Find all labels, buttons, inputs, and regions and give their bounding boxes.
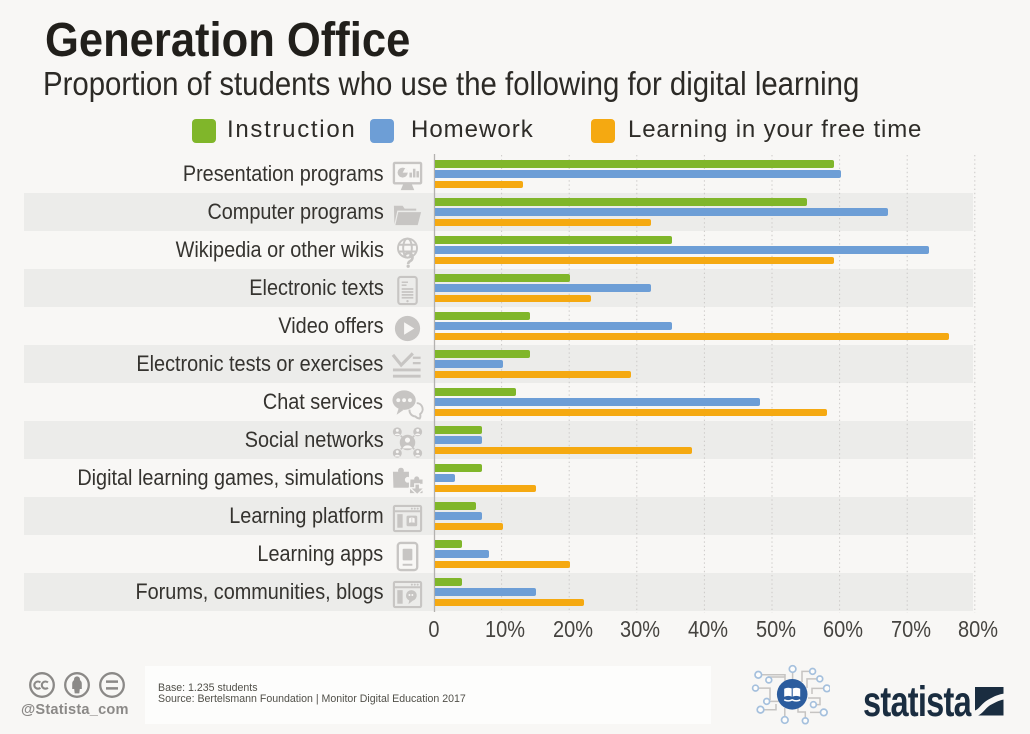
svg-text:statista: statista (863, 678, 973, 726)
